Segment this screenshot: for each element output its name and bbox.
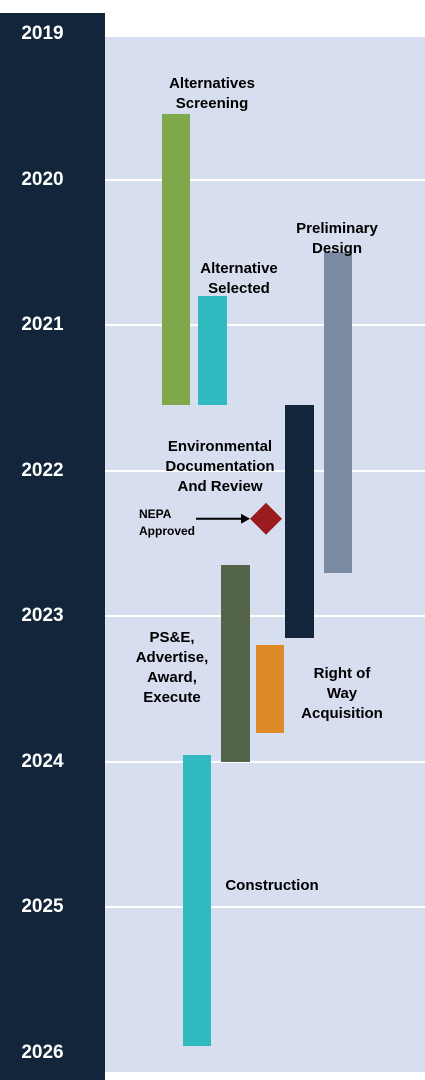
right-of-way-acquisition-label: Right of Way Acquisition	[262, 664, 422, 724]
year-tick-2020: 2020	[21, 168, 64, 190]
alternatives-screening-label-line: Screening	[175, 95, 249, 112]
environmental-documentation-label-line: And Review	[177, 478, 263, 495]
alternative-selected-label: Alternative Selected	[159, 259, 319, 299]
preliminary-design-label: Preliminary Design	[257, 219, 417, 259]
preliminary-design-label-line: Preliminary	[296, 220, 378, 237]
construction-bar	[183, 754, 211, 1046]
year-tick-2026: 2026	[21, 1042, 64, 1063]
year-tick-2019: 2019	[21, 23, 64, 44]
alternative-selected-bar	[198, 296, 227, 406]
environmental-documentation-label: Environmental Documentation And Review	[140, 437, 300, 497]
preliminary-design-label-line: Design	[311, 240, 362, 257]
environmental-documentation-bar	[285, 405, 314, 639]
year-axis-band	[0, 13, 105, 1080]
nepa-approved-label-line: NEPA	[139, 506, 172, 521]
pse-advertise-award-execute-label-line: PS&E,	[149, 629, 195, 646]
gridline-2021	[105, 324, 425, 327]
pse-advertise-award-execute-label-line: Advertise,	[135, 649, 209, 666]
year-tick-2023: 2023	[21, 605, 64, 627]
nepa-approved-label: NEPA Approved	[139, 506, 195, 540]
construction-label-line: Construction	[225, 877, 319, 894]
alternative-selected-label-line: Alternative	[200, 260, 278, 277]
alternative-selected-label-line: Selected	[208, 280, 270, 297]
pse-advertise-award-execute-label-line: Execute	[143, 689, 201, 706]
year-tick-2022: 2022	[21, 459, 64, 481]
year-tick-2024: 2024	[21, 750, 64, 772]
right-of-way-acquisition-label-line: Right of	[313, 665, 371, 682]
preliminary-design-bar	[324, 252, 352, 573]
environmental-documentation-label-line: Environmental	[167, 438, 273, 455]
right-of-way-acquisition-label-line: Way	[326, 685, 358, 702]
gridline-2023	[105, 615, 425, 618]
plot-area	[105, 37, 425, 1072]
pse-advertise-award-execute-bar	[221, 565, 250, 762]
pse-advertise-award-execute-label: PS&E, Advertise, Award, Execute	[92, 628, 252, 708]
gridline-2025	[105, 906, 425, 909]
construction-label: Construction	[192, 876, 352, 896]
environmental-documentation-label-line: Documentation	[165, 458, 275, 475]
gridline-2020	[105, 178, 425, 181]
alternatives-screening-label-line: Alternatives	[169, 75, 255, 92]
right-of-way-acquisition-label-line: Acquisition	[301, 705, 383, 722]
pse-advertise-award-execute-label-line: Award,	[147, 669, 197, 686]
gridline-2024	[105, 760, 425, 763]
year-tick-2025: 2025	[21, 896, 64, 918]
year-tick-2021: 2021	[21, 314, 64, 336]
gridline-2022	[105, 469, 425, 472]
right-of-way-acquisition-bar	[256, 645, 284, 733]
alternatives-screening-label: Alternatives Screening	[132, 74, 292, 114]
nepa-approved-label-line: Approved	[139, 523, 196, 538]
alternatives-screening-bar	[162, 114, 190, 406]
